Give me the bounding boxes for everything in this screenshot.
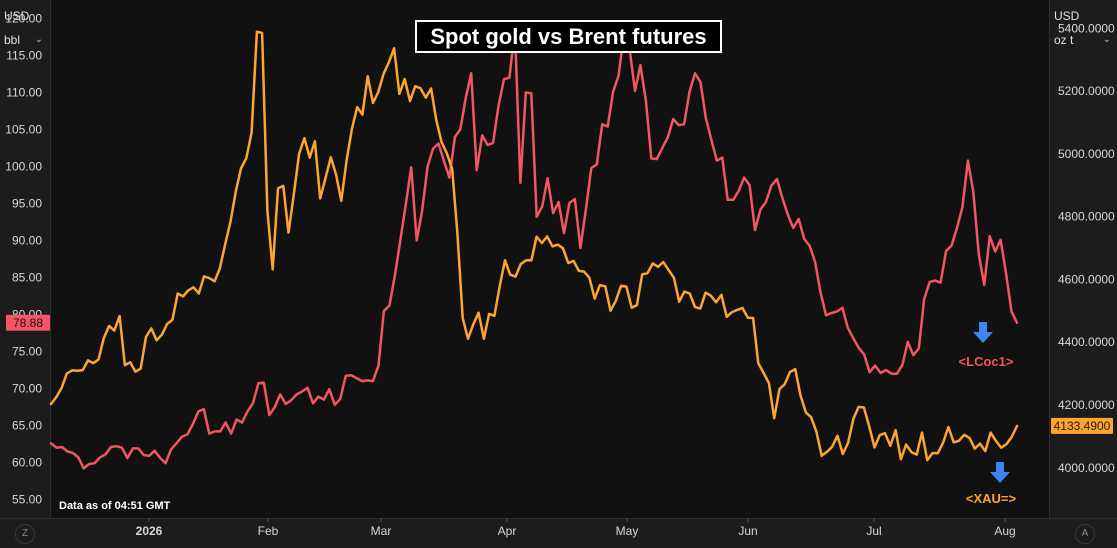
zoom-button-label: Z xyxy=(21,528,29,539)
plot-area[interactable] xyxy=(51,0,1049,518)
left-currency-label: USD xyxy=(4,9,30,23)
zoom-button[interactable]: Z xyxy=(15,524,35,544)
right-unit-label: oz t xyxy=(1054,33,1074,47)
left-price-axis[interactable]: USD bbl ⌄ xyxy=(0,0,51,547)
left-currency-select[interactable]: USD xyxy=(0,5,48,27)
chart-title: Spot gold vs Brent futures xyxy=(415,20,722,53)
right-unit-select[interactable]: oz t ⌄ xyxy=(1050,29,1116,51)
auto-scale-button-label: A xyxy=(1081,528,1089,539)
auto-scale-button[interactable]: A xyxy=(1075,524,1095,544)
chevron-down-icon: ⌄ xyxy=(1102,34,1111,45)
data-timestamp-note: Data as of 04:51 GMT xyxy=(59,500,171,512)
right-currency-select[interactable]: USD xyxy=(1050,5,1116,27)
left-unit-select[interactable]: bbl ⌄ xyxy=(0,29,48,51)
right-price-axis[interactable]: USD oz t ⌄ xyxy=(1049,0,1117,547)
right-currency-label: USD xyxy=(1054,9,1080,23)
time-axis-bar[interactable]: Z A xyxy=(0,518,1117,548)
left-unit-label: bbl xyxy=(4,33,21,47)
chevron-down-icon: ⌄ xyxy=(34,34,43,45)
